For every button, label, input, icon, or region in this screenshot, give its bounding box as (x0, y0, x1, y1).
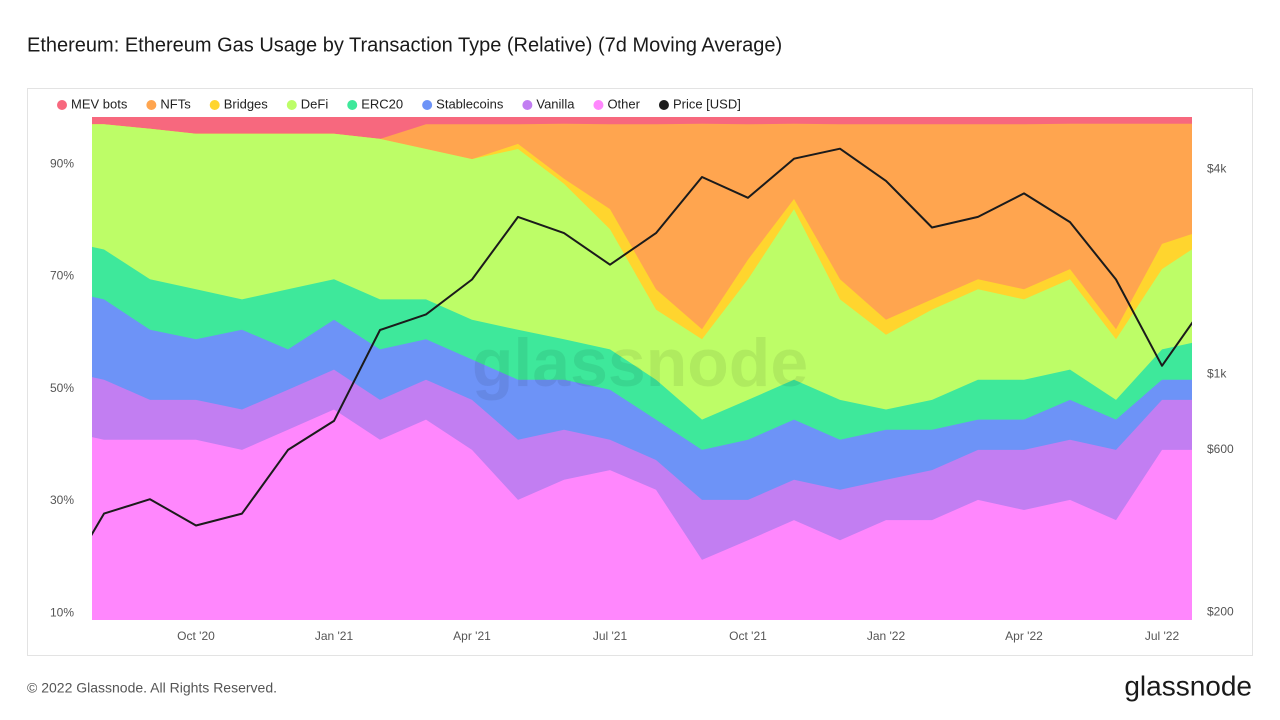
legend-swatch (286, 100, 297, 110)
legend-swatch (209, 100, 220, 110)
logo: glassnode (1124, 670, 1252, 701)
y-tick-label: 10% (50, 605, 74, 619)
plot-area (92, 117, 1192, 620)
legend-swatch (347, 100, 358, 110)
chart-title: Ethereum: Ethereum Gas Usage by Transact… (27, 34, 782, 56)
legend-swatch (146, 100, 157, 110)
x-tick-label: Apr '22 (1005, 629, 1043, 643)
legend-swatch (658, 100, 669, 110)
x-tick-label: Jul '22 (1145, 629, 1180, 643)
legend-label: Other (607, 96, 640, 111)
x-tick-label: Jan '21 (315, 629, 354, 643)
legend-swatch (593, 100, 604, 110)
legend-swatch (422, 100, 433, 110)
y-tick-label: 90% (50, 156, 74, 170)
legend-label: Stablecoins (436, 96, 504, 111)
x-tick-label: Oct '20 (177, 629, 215, 643)
legend-label: ERC20 (361, 96, 403, 111)
y2-tick-label: $1k (1207, 367, 1227, 381)
y-tick-label: 70% (50, 269, 74, 283)
chart-frame (27, 88, 1253, 656)
legend-label: NFTs (160, 96, 191, 111)
legend-label: Vanilla (536, 96, 575, 111)
y-tick-label: 50% (50, 381, 74, 395)
legend-swatch (57, 100, 67, 110)
legend-label: MEV bots (71, 96, 128, 111)
y2-tick-label: $200 (1207, 605, 1234, 619)
line-layer (92, 147, 1192, 536)
price-line (92, 147, 1192, 536)
y2-tick-label: $4k (1207, 162, 1227, 176)
watermark: glassnode (472, 325, 808, 401)
y2-tick-label: $600 (1207, 442, 1234, 456)
legend-swatch (522, 100, 533, 110)
legend-label: DeFi (301, 96, 329, 111)
y-tick-label: 30% (50, 493, 74, 507)
x-tick-label: Jul '21 (593, 629, 628, 643)
legend-label: Price [USD] (673, 96, 741, 111)
area-other (92, 409, 1192, 620)
legend-label: Bridges (224, 96, 269, 111)
copyright: © 2022 Glassnode. All Rights Reserved. (27, 680, 277, 696)
x-tick-label: Jan '22 (867, 629, 906, 643)
x-tick-label: Oct '21 (729, 629, 767, 643)
x-tick-label: Apr '21 (453, 629, 491, 643)
